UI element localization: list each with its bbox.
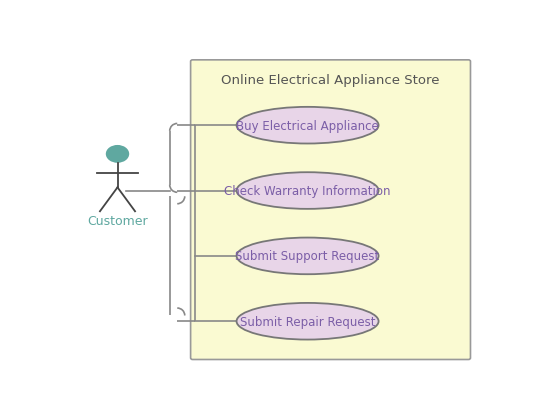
Text: Buy Electrical Appliance: Buy Electrical Appliance xyxy=(236,119,379,133)
Text: Submit Support Request: Submit Support Request xyxy=(236,250,379,263)
Text: Customer: Customer xyxy=(87,215,148,228)
Text: Submit Repair Request: Submit Repair Request xyxy=(240,315,375,328)
FancyBboxPatch shape xyxy=(191,61,471,360)
Ellipse shape xyxy=(237,238,378,275)
Ellipse shape xyxy=(237,303,378,340)
Ellipse shape xyxy=(237,173,378,209)
Text: Online Electrical Appliance Store: Online Electrical Appliance Store xyxy=(222,74,440,86)
Text: Check Warranty Information: Check Warranty Information xyxy=(224,185,391,197)
Ellipse shape xyxy=(237,108,378,144)
Circle shape xyxy=(106,146,129,164)
